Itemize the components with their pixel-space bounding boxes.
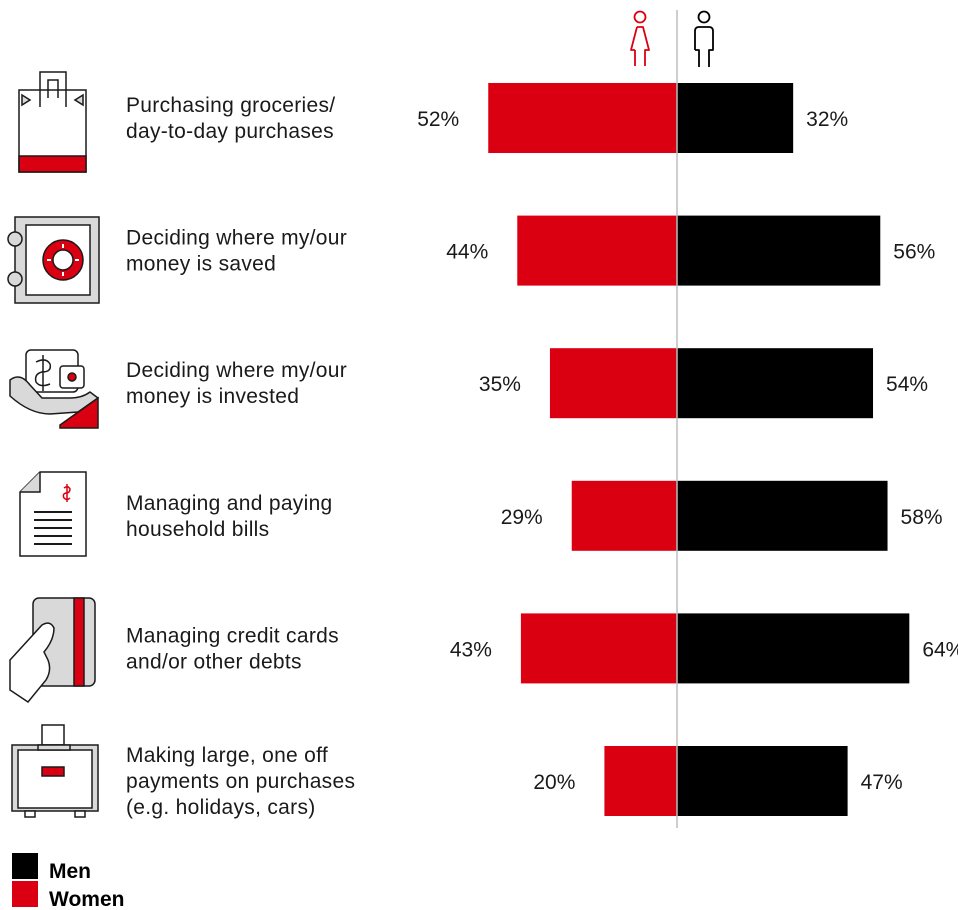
bar-women bbox=[488, 83, 677, 153]
value-label-men: 56% bbox=[893, 241, 935, 264]
value-label-men: 54% bbox=[886, 373, 928, 396]
value-label-women: 35% bbox=[479, 373, 521, 396]
suitcase-icon bbox=[12, 725, 98, 817]
category-label-line: household bills bbox=[126, 518, 269, 541]
legend: Men Women bbox=[12, 853, 124, 910]
bar-men bbox=[677, 83, 793, 153]
category-label-line: and/or other debts bbox=[126, 650, 302, 673]
category-labels: Purchasing groceries/day-to-day purchase… bbox=[126, 94, 355, 819]
category-label-line: money is saved bbox=[126, 253, 276, 276]
category-label-line: (e.g. holidays, cars) bbox=[126, 796, 316, 819]
bar-women bbox=[572, 481, 677, 551]
value-label-women: 29% bbox=[501, 506, 543, 529]
bar-women bbox=[521, 613, 677, 683]
value-labels: 52% 32% 44% 56% 35% 54% 29% 58% 43% 64% 20% 47% bbox=[417, 108, 958, 794]
value-label-men: 47% bbox=[861, 771, 903, 794]
category-label-line: Deciding where my/our bbox=[126, 359, 347, 382]
legend-swatch-men bbox=[12, 853, 38, 879]
bar-women bbox=[517, 216, 677, 286]
hand-wallet-icon bbox=[10, 350, 98, 428]
value-label-men: 64% bbox=[922, 638, 958, 661]
value-label-men: 58% bbox=[901, 506, 943, 529]
category-label-line: Managing and paying bbox=[126, 492, 333, 515]
category-label-line: Deciding where my/our bbox=[126, 227, 347, 250]
bar-women bbox=[550, 348, 677, 418]
bill-document-icon bbox=[20, 472, 86, 556]
legend-label-men: Men bbox=[49, 860, 91, 883]
value-label-women: 20% bbox=[533, 771, 575, 794]
bars bbox=[488, 83, 909, 816]
category-label-line: money is invested bbox=[126, 385, 299, 408]
category-label: Purchasing groceries/day-to-day purchase… bbox=[126, 94, 335, 143]
bar-women bbox=[604, 746, 677, 816]
category-label: Making large, one off payments on purchas… bbox=[126, 744, 355, 819]
bar-men bbox=[677, 216, 880, 286]
category-label-line: Making large, one off bbox=[126, 744, 328, 767]
bar-men bbox=[677, 348, 873, 418]
category-label: Managing and paying household bills bbox=[126, 492, 333, 541]
category-label: Deciding where my/our money is saved bbox=[126, 227, 347, 276]
value-label-women: 43% bbox=[450, 638, 492, 661]
value-label-men: 32% bbox=[806, 108, 848, 131]
category-label: Deciding where my/our money is invested bbox=[126, 359, 347, 408]
category-label-line: payments on purchases bbox=[126, 770, 355, 793]
bar-men bbox=[677, 481, 888, 551]
safe-icon bbox=[8, 217, 99, 303]
shopping-bag-icon bbox=[19, 72, 86, 172]
category-label-line: Managing credit cards bbox=[126, 624, 339, 647]
legend-swatch-women bbox=[12, 881, 38, 907]
female-person-icon bbox=[631, 12, 649, 67]
bar-men bbox=[677, 613, 909, 683]
male-person-icon bbox=[695, 12, 713, 68]
hand-credit-card-icon bbox=[10, 598, 95, 702]
legend-label-women: Women bbox=[49, 888, 124, 910]
bar-men bbox=[677, 746, 848, 816]
category-label-line: day-to-day purchases bbox=[126, 120, 334, 143]
category-label-line: Purchasing groceries/ bbox=[126, 94, 335, 117]
value-label-women: 44% bbox=[446, 241, 488, 264]
category-label: Managing credit cards and/or other debts bbox=[126, 624, 339, 673]
value-label-women: 52% bbox=[417, 108, 459, 131]
